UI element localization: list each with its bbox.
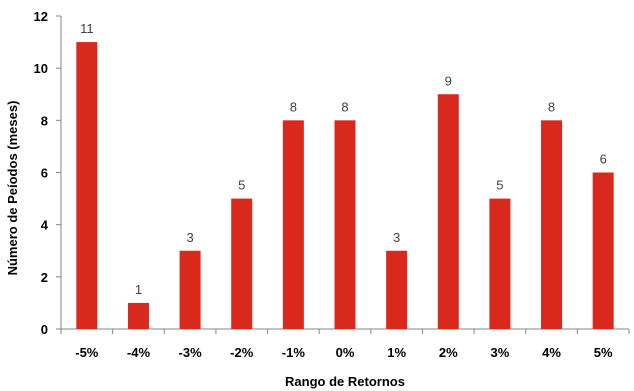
bar (282, 120, 304, 329)
bar (127, 302, 149, 329)
y-tick-label: 2 (41, 270, 48, 285)
x-tick-label: 4% (542, 345, 561, 360)
data-label: 5 (238, 178, 245, 193)
y-tick-label: 0 (41, 322, 48, 337)
x-tick-label: 1% (387, 345, 406, 360)
x-tick-label: -4% (127, 345, 151, 360)
x-tick-label: 0% (336, 345, 355, 360)
y-tick-label: 8 (41, 113, 48, 128)
x-tick-label: -1% (282, 345, 306, 360)
y-tick-label: 10 (34, 61, 48, 76)
y-tick-label: 12 (34, 9, 48, 24)
data-label: 3 (186, 230, 193, 245)
y-tick-label: 4 (41, 218, 49, 233)
data-label: 3 (393, 230, 400, 245)
bar (386, 250, 408, 329)
x-tick-label: 3% (491, 345, 510, 360)
x-tick-label: -2% (230, 345, 254, 360)
data-label: 8 (548, 99, 555, 114)
x-tick-label: 2% (439, 345, 458, 360)
bar (231, 198, 253, 329)
data-label: 1 (135, 282, 142, 297)
data-label: 9 (445, 73, 452, 88)
bar (592, 172, 614, 329)
data-label: 5 (496, 178, 503, 193)
y-tick-label: 6 (41, 166, 48, 181)
data-label: 11 (80, 21, 94, 36)
bar (76, 42, 98, 329)
bar (541, 120, 563, 329)
y-axis-title: Número de Peíodos (meses) (5, 101, 20, 276)
x-tick-label: 5% (594, 345, 613, 360)
bar (437, 94, 459, 329)
data-label: 6 (600, 152, 607, 167)
bar (334, 120, 356, 329)
data-label: 8 (341, 99, 348, 114)
bar (489, 198, 511, 329)
x-tick-label: -3% (179, 345, 203, 360)
data-label: 8 (290, 99, 297, 114)
x-axis-title: Rango de Retornos (285, 374, 405, 389)
x-tick-label: -5% (75, 345, 99, 360)
bar (179, 250, 201, 329)
